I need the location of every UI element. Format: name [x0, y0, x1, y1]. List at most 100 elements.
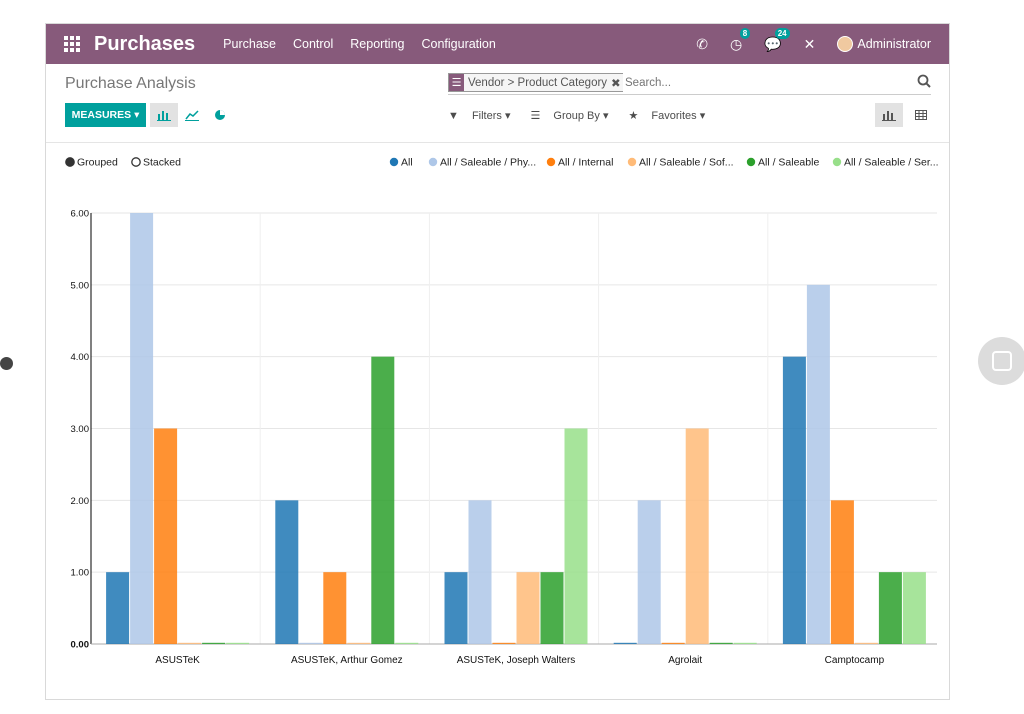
- x-tick-label: ASUSTeK, Joseph Walters: [457, 655, 576, 666]
- search-facet[interactable]: ☰ Vendor > Product Category ✖: [448, 73, 625, 92]
- legend-swatch[interactable]: [389, 157, 399, 167]
- bar[interactable]: [202, 642, 226, 644]
- bar[interactable]: [395, 642, 419, 644]
- control-panel: Purchase Analysis ☰ Vendor > Product Cat…: [46, 64, 949, 143]
- legend-entry[interactable]: All / Internal: [558, 157, 613, 169]
- activity-clock-icon[interactable]: ◷ 8: [730, 27, 751, 53]
- favorites-button[interactable]: ★ Favorites ▾: [628, 110, 706, 122]
- mode-label-stacked[interactable]: Stacked: [143, 157, 181, 169]
- bar[interactable]: [130, 213, 154, 644]
- bar[interactable]: [444, 572, 468, 644]
- bar[interactable]: [540, 572, 564, 644]
- bar[interactable]: [564, 428, 588, 645]
- bar[interactable]: [347, 642, 371, 644]
- pivot-view-switch[interactable]: [907, 103, 935, 127]
- bar[interactable]: [830, 500, 854, 644]
- bar[interactable]: [516, 572, 540, 644]
- legend-entry[interactable]: All: [401, 157, 413, 169]
- mode-radio-grouped[interactable]: [65, 157, 75, 167]
- tools-icon[interactable]: ✕: [803, 35, 816, 52]
- apps-grid-icon[interactable]: [64, 36, 80, 52]
- bar[interactable]: [275, 500, 299, 644]
- bar[interactable]: [106, 572, 130, 644]
- bar[interactable]: [371, 356, 395, 644]
- y-tick-label: 2.00: [71, 496, 90, 507]
- measures-button[interactable]: MEASURES ▾: [65, 103, 146, 127]
- bar[interactable]: [492, 642, 516, 644]
- menu-reporting[interactable]: Reporting: [350, 37, 405, 51]
- menu-control[interactable]: Control: [292, 37, 334, 51]
- phone-icon[interactable]: ✆: [696, 35, 708, 52]
- activity-badge: 8: [739, 27, 751, 39]
- bar[interactable]: [709, 642, 733, 644]
- legend-swatch[interactable]: [627, 157, 637, 167]
- bar[interactable]: [661, 642, 685, 644]
- bar-chart-view-button[interactable]: [150, 103, 178, 127]
- bar[interactable]: [685, 428, 709, 645]
- x-tick-label: ASUSTeK: [155, 655, 200, 666]
- legend-entry[interactable]: All / Saleable / Ser...: [844, 157, 939, 169]
- legend-swatch[interactable]: [832, 157, 842, 167]
- filters-button[interactable]: ▼ Filters ▾: [448, 110, 511, 122]
- bar[interactable]: [878, 572, 902, 644]
- line-chart-icon: [185, 110, 199, 121]
- bar[interactable]: [299, 642, 323, 644]
- legend-entry[interactable]: All / Saleable: [758, 157, 819, 169]
- line-chart-view-button[interactable]: [178, 103, 206, 127]
- app-window: Purchases Purchase Control Reporting Con…: [45, 23, 950, 700]
- search-input[interactable]: [623, 72, 907, 94]
- list-icon: ☰: [449, 74, 464, 91]
- bar-chart-icon: [882, 111, 896, 121]
- messages-badge: 24: [774, 27, 790, 39]
- bar[interactable]: [902, 572, 926, 644]
- facet-text: Vendor > Product Category: [468, 76, 608, 89]
- bar[interactable]: [733, 642, 757, 644]
- bar-chart: Grouped Stacked All All / Saleable / Phy...…: [65, 157, 939, 666]
- legend-swatch[interactable]: [428, 157, 438, 167]
- star-icon: ★: [628, 110, 639, 122]
- bar[interactable]: [782, 356, 806, 644]
- app-brand[interactable]: Purchases: [94, 32, 196, 55]
- messages-icon[interactable]: 💬 24: [764, 27, 790, 53]
- pie-chart-view-button[interactable]: [206, 103, 234, 127]
- page-title: Purchase Analysis: [65, 75, 196, 92]
- x-tick-label: ASUSTeK, Arthur Gomez: [291, 655, 403, 666]
- navbar: Purchases Purchase Control Reporting Con…: [46, 24, 949, 64]
- bar[interactable]: [226, 642, 250, 644]
- legend-entry[interactable]: All / Saleable / Phy...: [440, 157, 536, 169]
- bar[interactable]: [637, 500, 661, 644]
- bar[interactable]: [468, 500, 492, 644]
- pie-chart-icon: [215, 110, 225, 120]
- menu-purchase[interactable]: Purchase: [223, 37, 276, 51]
- user-name: Administrator: [857, 37, 931, 51]
- mode-radio-stacked[interactable]: [131, 157, 141, 167]
- graph-view-switch[interactable]: [875, 103, 903, 127]
- x-tick-label: Agrolait: [668, 655, 702, 666]
- bar[interactable]: [613, 642, 637, 644]
- filter-icon: ▼: [448, 110, 459, 122]
- avatar: [837, 36, 854, 52]
- menu-configuration[interactable]: Configuration: [421, 37, 496, 51]
- user-menu[interactable]: Administrator: [837, 36, 931, 52]
- bar-chart-icon: [157, 111, 171, 121]
- chart-area: Grouped Stacked All All / Saleable / Phy...…: [46, 143, 949, 699]
- legend-swatch[interactable]: [746, 157, 756, 167]
- legend-swatch[interactable]: [546, 157, 556, 167]
- mode-label-grouped[interactable]: Grouped: [77, 157, 118, 169]
- bar[interactable]: [178, 642, 202, 644]
- bar[interactable]: [806, 284, 830, 644]
- legend-entry[interactable]: All / Saleable / Sof...: [639, 157, 734, 169]
- bar[interactable]: [323, 572, 347, 644]
- y-tick-label: 4.00: [71, 352, 90, 363]
- overlay-home-button[interactable]: [978, 337, 1024, 385]
- y-tick-label: 3.00: [71, 424, 90, 435]
- x-tick-label: Camptocamp: [825, 655, 885, 666]
- y-tick-label: 5.00: [71, 280, 90, 291]
- bar[interactable]: [154, 428, 178, 645]
- search-icon[interactable]: [917, 74, 931, 88]
- table-icon: [915, 110, 927, 120]
- groupby-button[interactable]: ☰ Group By ▾: [530, 110, 609, 122]
- bar[interactable]: [854, 642, 878, 644]
- remove-facet-icon[interactable]: ✖: [611, 77, 621, 90]
- search-options: ▼ Filters ▾ ☰ Group By ▾ ★ Favorites ▾: [448, 109, 725, 122]
